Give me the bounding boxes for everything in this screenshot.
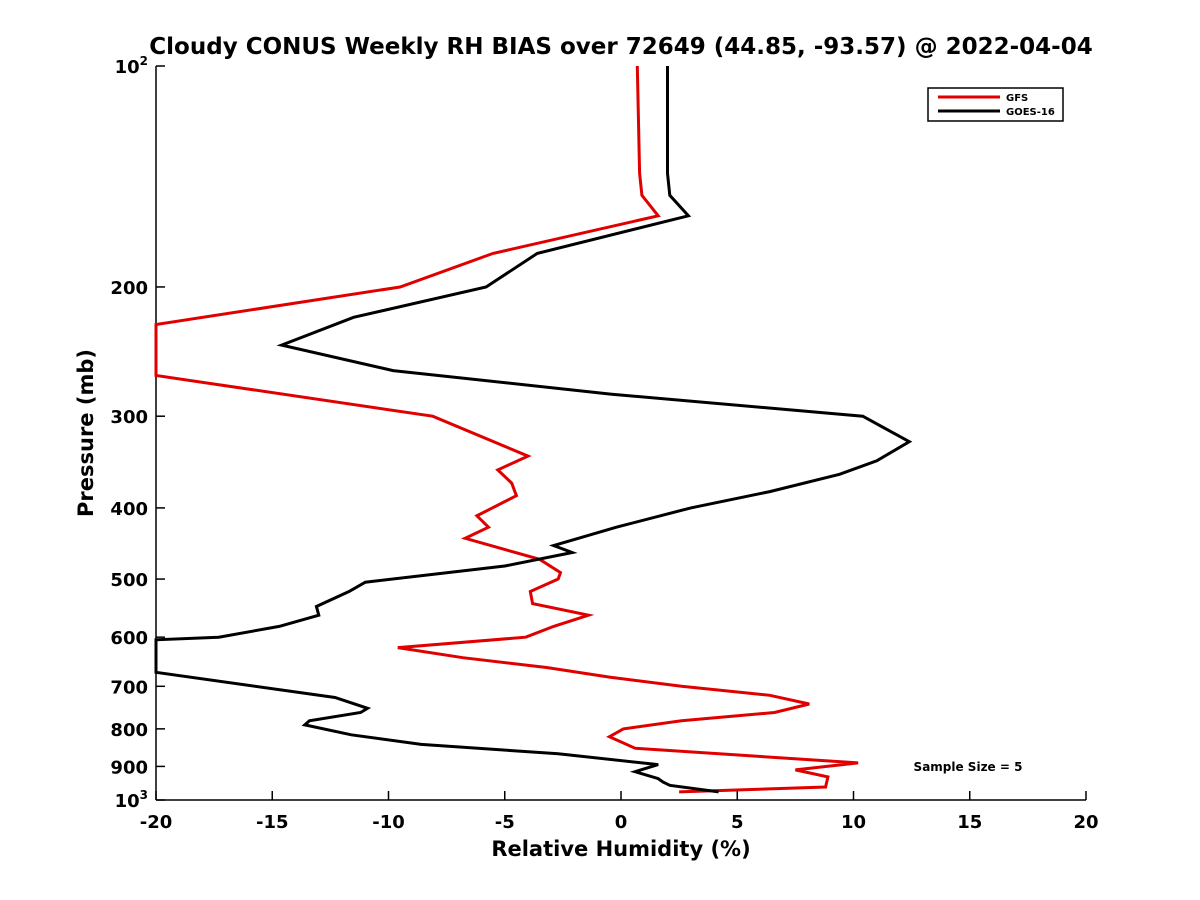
- sample-size-annotation: Sample Size = 5: [914, 760, 1023, 774]
- legend-box: [927, 87, 1064, 122]
- series-line-gfs: [154, 65, 859, 794]
- x-tick-label: 0: [615, 812, 628, 833]
- y-axis-label: Pressure (mb): [74, 349, 98, 517]
- y-tick-label: 500: [110, 570, 148, 591]
- series-line-goes-16: [154, 66, 913, 794]
- y-tick-base: 10: [115, 57, 140, 78]
- x-tick-label: -20: [140, 812, 173, 833]
- y-tick-label: 200: [110, 278, 148, 299]
- y-tick-base: 10: [115, 791, 140, 812]
- x-tick-label: -10: [372, 812, 405, 833]
- plot-area: [155, 66, 1086, 801]
- y-tick-label: 900: [110, 757, 148, 778]
- y-tick-label: 400: [110, 499, 148, 520]
- y-tick-label: 103: [115, 788, 148, 812]
- chart-title: Cloudy CONUS Weekly RH BIAS over 72649 (…: [149, 34, 1092, 60]
- x-tick-label: 5: [731, 812, 744, 833]
- y-tick-label: 700: [110, 677, 148, 698]
- series-lines: [154, 65, 913, 794]
- x-tick-label: 10: [841, 812, 866, 833]
- x-tick-label: 15: [957, 812, 982, 833]
- legend: GFS GOES-16: [927, 87, 1064, 122]
- y-tick-exponent: 3: [140, 788, 148, 802]
- x-tick-label: 20: [1073, 812, 1098, 833]
- legend-label: GFS: [1006, 93, 1028, 104]
- y-tick-label: 800: [110, 720, 148, 741]
- legend-label: GOES-16: [1006, 107, 1055, 118]
- x-tick-label: -15: [256, 812, 289, 833]
- y-tick-exponent: 2: [140, 54, 148, 68]
- x-tick-label: -5: [495, 812, 515, 833]
- y-tick-label: 600: [110, 628, 148, 649]
- y-tick-label: 300: [110, 407, 148, 428]
- y-tick-label: 102: [115, 54, 148, 78]
- x-axis-ticks: -20 -15 -10 -5 0 5 10 15 20: [140, 791, 1099, 833]
- x-axis-label: Relative Humidity (%): [491, 837, 750, 861]
